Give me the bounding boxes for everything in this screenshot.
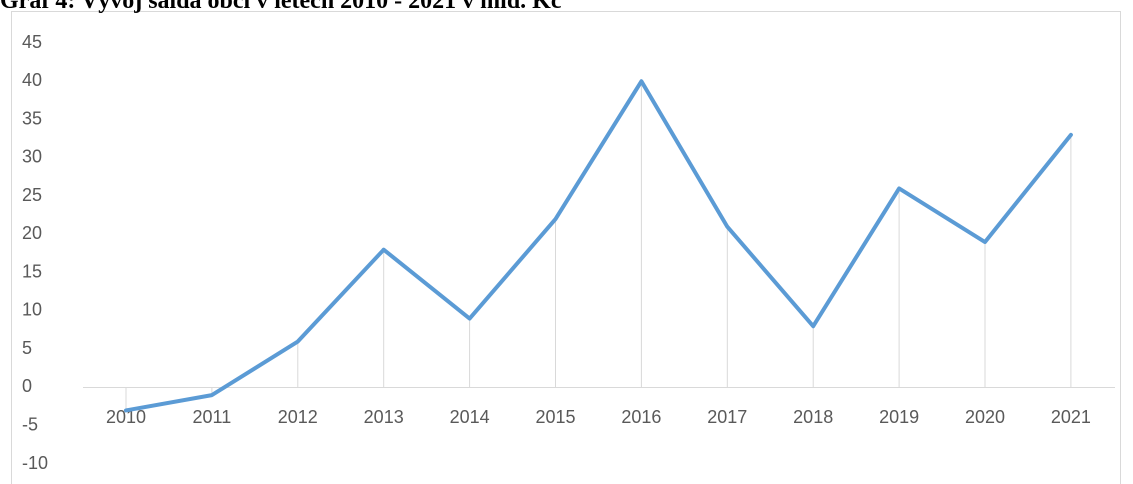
- x-tick-label: 2014: [450, 407, 490, 427]
- chart-frame: [11, 11, 1121, 484]
- x-tick-label: 2021: [1051, 407, 1091, 427]
- y-tick-label: 0: [22, 376, 32, 396]
- x-tick-label: 2015: [535, 407, 575, 427]
- y-tick-label: 15: [22, 261, 42, 281]
- x-tick-label: 2011: [193, 407, 232, 427]
- y-tick-label: 25: [22, 185, 42, 205]
- title-band: [0, 0, 1133, 10]
- y-tick-label: 40: [22, 70, 42, 90]
- x-tick-label: 2017: [707, 407, 747, 427]
- y-tick-label: -5: [22, 414, 38, 434]
- x-tick-label: 2010: [106, 407, 146, 427]
- x-tick-label: 2020: [965, 407, 1005, 427]
- x-tick-label: 2012: [278, 407, 318, 427]
- chart-title: Graf 4: Vývoj salda obcí v letech 2010 -…: [0, 0, 562, 14]
- y-tick-label: 35: [22, 108, 42, 128]
- y-tick-label: 30: [22, 147, 42, 167]
- x-tick-label: 2019: [879, 407, 919, 427]
- y-tick-label: -10: [22, 453, 48, 473]
- y-tick-label: 45: [22, 32, 42, 52]
- y-tick-label: 5: [22, 338, 32, 358]
- y-tick-label: 10: [22, 300, 42, 320]
- data-line: [124, 79, 1073, 413]
- y-tick-label: 20: [22, 223, 42, 243]
- x-tick-label: 2013: [364, 407, 404, 427]
- x-tick-label: 2018: [793, 407, 833, 427]
- x-tick-label: 2016: [621, 407, 661, 427]
